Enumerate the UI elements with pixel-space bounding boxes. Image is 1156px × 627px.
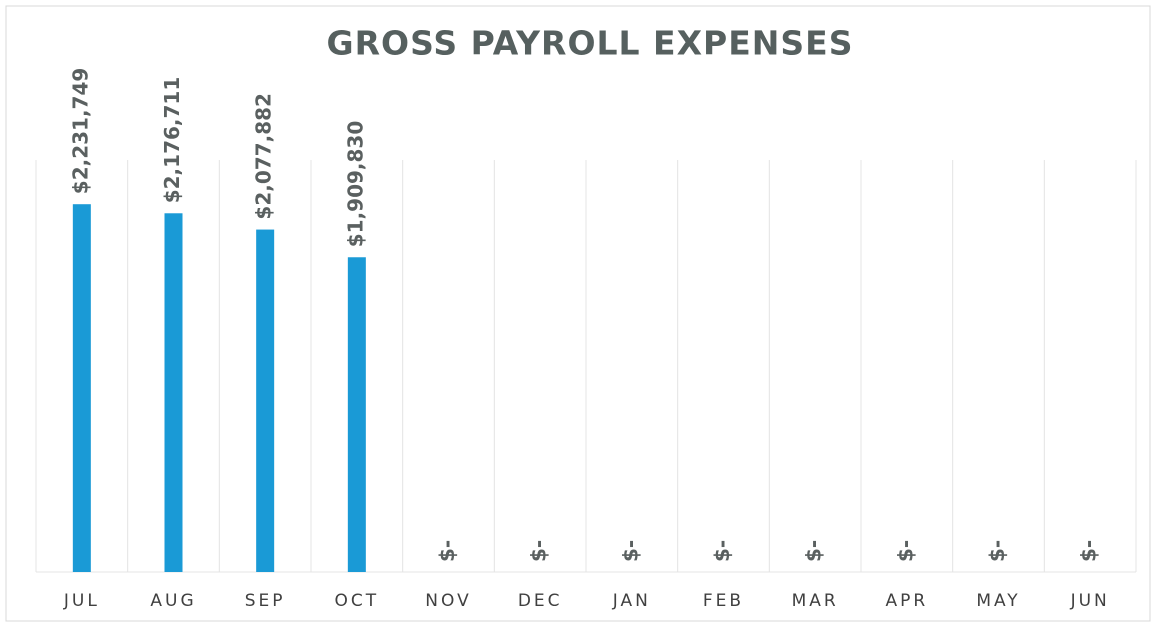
x-tick-label: SEP [245,591,286,611]
bar [72,204,91,572]
x-tick-label: AUG [150,591,196,611]
data-label: $- [1077,540,1101,562]
chart-border [5,5,1151,622]
x-tick-label: JAN [612,591,651,611]
x-tick-label: MAR [792,591,839,611]
data-label: $- [527,540,551,562]
x-tick-label: JUL [63,591,100,611]
x-tick-label: JUN [1070,591,1110,611]
data-label: $2,077,882 [252,93,276,220]
x-tick-label: NOV [425,591,471,611]
data-label: $- [618,540,642,562]
data-label: $- [893,540,917,562]
data-label: $2,231,749 [68,68,92,195]
x-tick-label: APR [885,591,928,611]
chart-title: GROSS PAYROLL EXPENSES [327,24,854,63]
bar [347,257,366,572]
bar [164,213,183,573]
x-tick-label: FEB [703,591,744,611]
bar [256,229,275,572]
data-label: $- [802,540,826,562]
data-label: $- [435,540,459,562]
x-tick-label: OCT [335,591,380,611]
x-tick-label: DEC [518,591,563,611]
data-label: $2,176,711 [160,77,184,204]
data-label: $- [710,540,734,562]
data-label: $1,909,830 [343,121,367,248]
data-label: $- [985,540,1009,562]
x-tick-label: MAY [976,591,1020,611]
